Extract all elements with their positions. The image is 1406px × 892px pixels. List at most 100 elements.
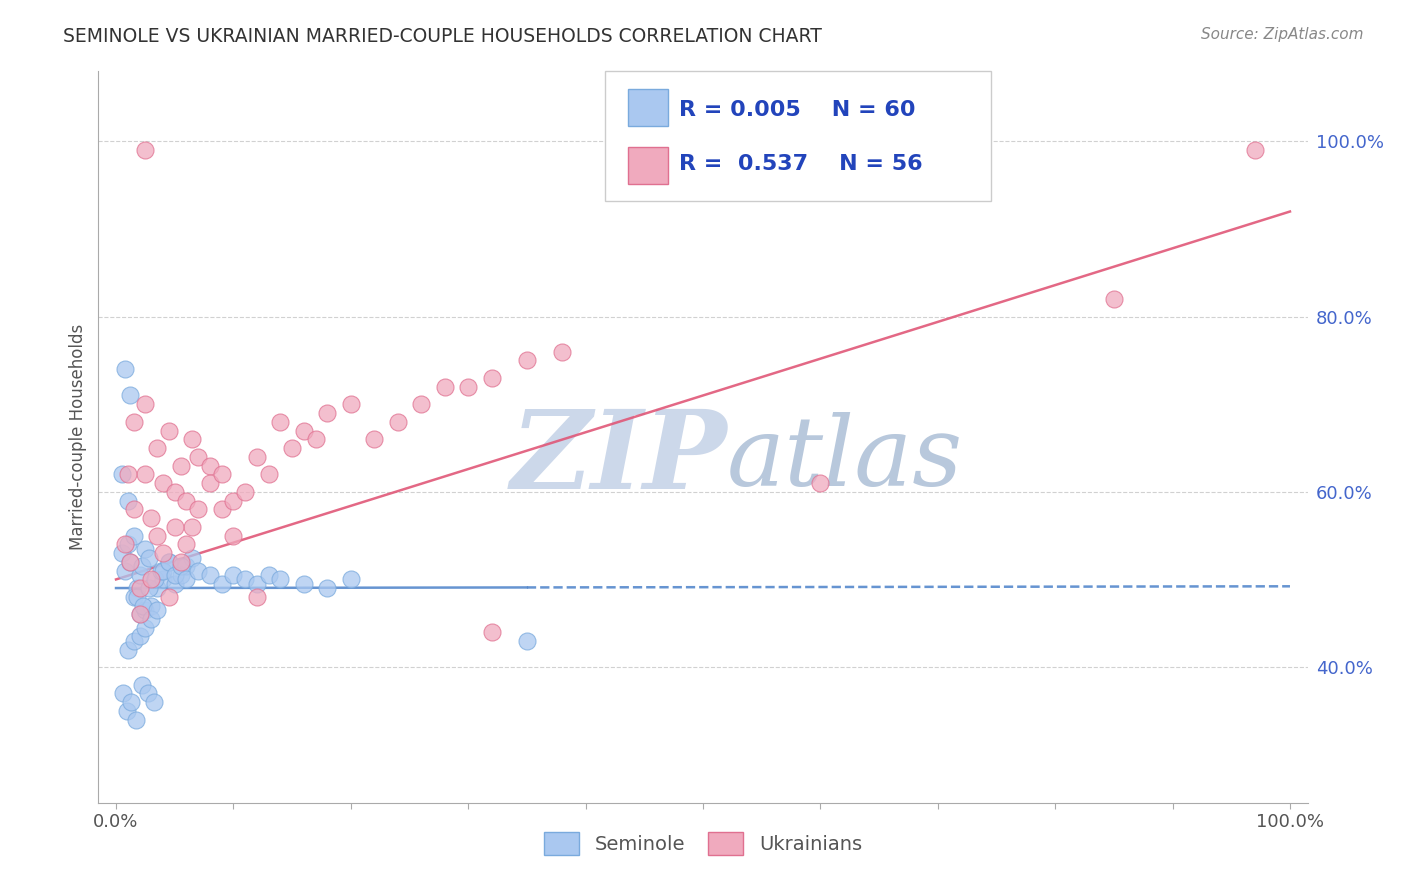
Point [551, 344, 574, 359]
Point [122, 415, 145, 429]
Point [211, 502, 233, 516]
Point [117, 642, 139, 657]
Point [112, 686, 135, 700]
Point [141, 573, 163, 587]
Point [246, 576, 269, 591]
Text: Source: ZipAtlas.com: Source: ZipAtlas.com [1201, 27, 1364, 42]
Point [131, 559, 153, 574]
Point [1243, 143, 1265, 157]
Point [127, 581, 149, 595]
Point [169, 568, 191, 582]
Point [134, 541, 156, 556]
Point [136, 686, 159, 700]
Point [146, 528, 169, 542]
Point [163, 484, 186, 499]
Point [157, 590, 180, 604]
Point [187, 564, 209, 578]
Point [169, 458, 191, 473]
Point [134, 467, 156, 482]
Point [176, 537, 198, 551]
Point [233, 484, 256, 499]
Point [176, 493, 198, 508]
Point [257, 467, 280, 482]
Point [128, 607, 150, 622]
Text: R =  0.537    N = 56: R = 0.537 N = 56 [679, 153, 922, 174]
Point [111, 546, 134, 560]
Point [163, 576, 186, 591]
Point [128, 568, 150, 582]
Text: ZIP: ZIP [510, 405, 727, 513]
Point [141, 599, 163, 613]
Point [481, 371, 503, 385]
Point [198, 476, 221, 491]
Point [143, 573, 166, 587]
Point [157, 424, 180, 438]
Point [176, 559, 198, 574]
Point [187, 450, 209, 464]
Point [181, 432, 204, 446]
Point [222, 568, 245, 582]
Point [117, 537, 139, 551]
Point [163, 568, 186, 582]
Point [340, 573, 363, 587]
Point [122, 502, 145, 516]
Point [292, 424, 315, 438]
Point [211, 576, 233, 591]
Point [516, 633, 538, 648]
Point [122, 633, 145, 648]
Point [176, 573, 198, 587]
Point [152, 573, 174, 587]
Point [222, 528, 245, 542]
Point [281, 441, 304, 455]
Point [146, 603, 169, 617]
Point [233, 573, 256, 587]
Point [114, 362, 136, 376]
Point [115, 704, 138, 718]
Point [457, 380, 479, 394]
Point [138, 581, 160, 595]
Point [198, 568, 221, 582]
Point [142, 695, 165, 709]
Text: SEMINOLE VS UKRAINIAN MARRIED-COUPLE HOUSEHOLDS CORRELATION CHART: SEMINOLE VS UKRAINIAN MARRIED-COUPLE HOU… [63, 27, 823, 45]
Point [152, 476, 174, 491]
Point [198, 458, 221, 473]
Text: R = 0.005    N = 60: R = 0.005 N = 60 [679, 100, 915, 120]
Point [187, 502, 209, 516]
Point [257, 568, 280, 582]
Point [120, 695, 142, 709]
Point [246, 450, 269, 464]
Point [316, 406, 339, 420]
Point [146, 441, 169, 455]
Point [117, 467, 139, 482]
Point [316, 581, 339, 595]
Text: atlas: atlas [727, 412, 963, 506]
Y-axis label: Married-couple Households: Married-couple Households [69, 324, 87, 550]
Point [481, 625, 503, 640]
Point [340, 397, 363, 411]
Legend: Seminole, Ukrainians: Seminole, Ukrainians [536, 824, 870, 863]
Point [132, 599, 155, 613]
Point [411, 397, 433, 411]
Point [128, 629, 150, 643]
Point [246, 590, 269, 604]
Point [433, 380, 456, 394]
Point [122, 590, 145, 604]
Point [120, 555, 142, 569]
Point [134, 143, 156, 157]
Point [181, 520, 204, 534]
Point [149, 564, 172, 578]
Point [152, 546, 174, 560]
Point [134, 603, 156, 617]
Point [122, 528, 145, 542]
Point [138, 550, 160, 565]
Point [114, 537, 136, 551]
Point [146, 581, 169, 595]
Point [292, 576, 315, 591]
Point [134, 621, 156, 635]
Point [114, 564, 136, 578]
Point [169, 559, 191, 574]
Point [141, 511, 163, 525]
Point [163, 520, 186, 534]
Point [157, 555, 180, 569]
Point [181, 550, 204, 565]
